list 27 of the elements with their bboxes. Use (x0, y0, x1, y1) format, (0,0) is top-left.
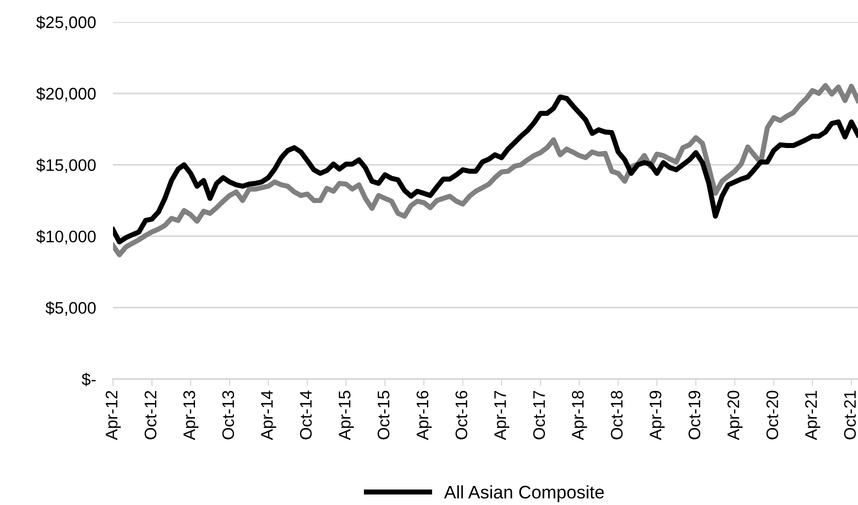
x-tick-label: Oct-20 (766, 390, 778, 440)
x-tick-label: Oct-17 (533, 390, 545, 440)
legend-label: All Asian Composite (444, 485, 604, 502)
x-tick-label: Oct-16 (456, 390, 468, 440)
y-tick-label: $20,000 (36, 87, 96, 102)
x-tick-label: Apr-15 (338, 390, 354, 440)
x-tick-label: Oct-14 (300, 390, 312, 440)
x-tick-label: Apr-12 (106, 390, 121, 440)
x-tick-label: Apr-20 (727, 390, 743, 440)
x-tick-label: Oct-19 (688, 390, 700, 440)
x-tick-label: Apr-18 (572, 390, 588, 440)
x-tick-label: Apr-16 (416, 390, 432, 440)
y-tick-label: $- (82, 372, 96, 386)
y-tick-label: $10,000 (36, 230, 96, 244)
y-tick-label: $25,000 (36, 16, 96, 30)
x-tick-label: Apr-13 (183, 390, 198, 440)
x-tick-label: Apr-14 (261, 390, 276, 440)
x-tick-label: Oct-21 (844, 390, 856, 440)
y-tick-label: $15,000 (36, 158, 96, 173)
x-tick-label: Apr-17 (494, 390, 510, 440)
x-tick-label: Apr-21 (805, 390, 820, 440)
x-tick-label: Oct-18 (610, 390, 623, 440)
x-tick-label: Apr-19 (650, 390, 665, 440)
x-tick-label: Oct-15 (378, 390, 390, 440)
x-tick-label: Oct-13 (222, 390, 234, 440)
y-tick-label: $5,000 (46, 301, 96, 316)
x-tick-label: Oct-12 (144, 390, 156, 440)
